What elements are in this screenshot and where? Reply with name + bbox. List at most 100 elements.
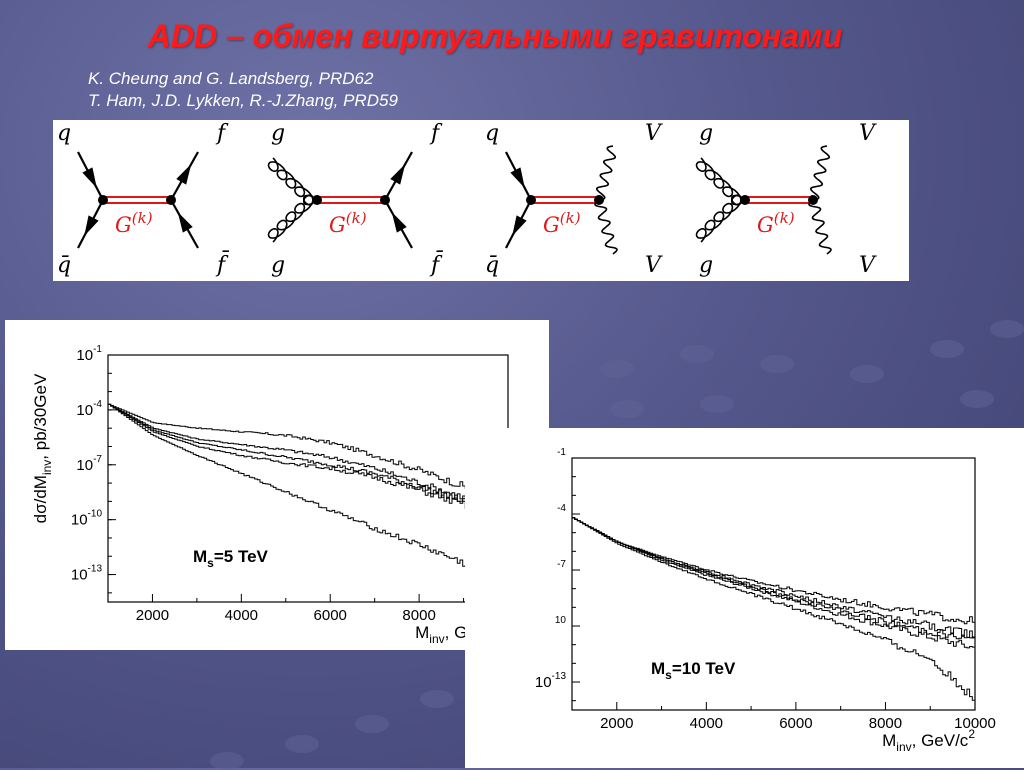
- series-line: [108, 403, 509, 508]
- boson-line: [596, 145, 616, 201]
- boson-line: [810, 145, 830, 201]
- graviton-label: G(k): [329, 209, 367, 237]
- series-line: [108, 403, 509, 595]
- vertex-dot: [740, 195, 750, 205]
- arrow-head: [177, 212, 193, 233]
- label-top-left: g: [699, 121, 713, 146]
- feynman-diagrams: G(k) q q̄ f f̄ G(k) g g f f̄ G(k) q q̄ V V G(k) g g V V: [53, 120, 909, 281]
- series-line: [108, 403, 509, 520]
- label-top-left: q: [485, 121, 499, 146]
- x-tick-label: 4000: [690, 715, 723, 732]
- background-dot: [600, 360, 634, 378]
- arrow-head: [510, 167, 525, 189]
- label-top-left: q: [57, 121, 71, 146]
- arrow-head: [390, 164, 406, 185]
- boson-line: [808, 199, 832, 255]
- y-tick-label: 10-4: [76, 399, 102, 419]
- label-bottom-right: V: [645, 253, 663, 278]
- x-tick-label: 2000: [136, 607, 169, 624]
- series-line: [572, 517, 976, 645]
- y-tick-label: -7: [557, 559, 566, 570]
- label-bottom-left: g: [699, 253, 713, 278]
- series-line: [572, 517, 976, 652]
- label-bottom-right: f̄: [215, 250, 230, 278]
- reference-1: K. Cheung and G. Landsberg, PRD62: [88, 69, 374, 88]
- vertex-dot: [166, 195, 176, 205]
- vertex-dot: [526, 195, 536, 205]
- label-top-right: V: [859, 121, 877, 146]
- gluon-line: [267, 157, 318, 206]
- background-dot: [760, 355, 794, 373]
- series-line: [572, 517, 976, 627]
- feynman-diagram: G(k) q q̄ f f̄: [53, 120, 267, 281]
- arrow-head: [391, 212, 407, 233]
- chart-ms10: 2000 4000 6000 8000 10000 -1 -4 -7 10 10-13 Minv, …: [535, 447, 996, 754]
- y-tick-label: 10-13: [71, 564, 103, 584]
- x-tick-label: 6000: [314, 607, 347, 624]
- y-tick-label: -4: [557, 503, 566, 514]
- chart-panel-ms10: 2000 4000 6000 8000 10000 -1 -4 -7 10 10-13 Minv, …: [465, 428, 1024, 768]
- vertex-dot: [594, 195, 604, 205]
- label-top-right: f: [215, 121, 229, 146]
- y-tick-label: 10-7: [76, 454, 102, 474]
- y-tick-label: -1: [557, 447, 566, 458]
- background-dot: [355, 715, 389, 733]
- slide-title: ADD – обмен виртуальными гравитонами: [147, 18, 843, 54]
- gluon-line: [695, 194, 746, 243]
- label-top-right: V: [645, 121, 663, 146]
- label-bottom-left: q̄: [57, 253, 71, 278]
- reference-2: T. Ham, J.D. Lykken, R.-J.Zhang, PRD59: [88, 91, 398, 110]
- x-tick-label: 4000: [225, 607, 258, 624]
- x-tick-label: 6000: [779, 715, 812, 732]
- vertex-dot: [312, 195, 322, 205]
- x-tick-label: 8000: [869, 715, 902, 732]
- series-line: [108, 403, 509, 525]
- y-tick-label: 10-1: [76, 344, 102, 364]
- background-dot: [610, 400, 644, 418]
- arrow-head: [82, 167, 97, 189]
- arrow-head: [512, 215, 527, 237]
- background-dot: [990, 320, 1024, 338]
- background-dot: [680, 345, 714, 363]
- y-tick-label: 10-13: [535, 671, 567, 691]
- label-bottom-right: f̄: [429, 250, 444, 278]
- series-line: [108, 403, 509, 520]
- graviton-label: G(k): [115, 209, 153, 237]
- background-dot: [930, 340, 964, 358]
- y-axis-title: dσ/dMinv, pb/30GeV: [31, 373, 54, 523]
- ms-annotation: Ms=10 TeV: [651, 659, 736, 682]
- graviton-label: G(k): [543, 209, 581, 237]
- background-dot: [210, 752, 244, 770]
- label-bottom-right: V: [859, 253, 877, 278]
- background-dot: [420, 690, 454, 708]
- graviton-label: G(k): [757, 209, 795, 237]
- x-axis-title: Minv, GeV/c2: [882, 727, 975, 754]
- boson-line: [594, 199, 618, 255]
- references: K. Cheung and G. Landsberg, PRD62 T. Ham…: [88, 68, 398, 112]
- series-line: [572, 517, 976, 640]
- feynman-diagram: G(k) g g V V: [695, 120, 909, 281]
- label-top-left: g: [271, 121, 285, 146]
- arrow-head: [84, 215, 99, 237]
- label-bottom-left: g: [271, 253, 285, 278]
- ms-annotation: Ms=5 TeV: [193, 547, 269, 570]
- vertex-dot: [380, 195, 390, 205]
- x-tick-label: 10000: [954, 715, 996, 732]
- label-top-right: f: [429, 121, 443, 146]
- background-dot: [285, 735, 319, 753]
- y-tick-label: 10-10: [71, 509, 103, 529]
- feynman-diagram: G(k) q q̄ V V: [481, 120, 695, 281]
- background-dot: [700, 395, 734, 413]
- background-dot: [960, 390, 994, 408]
- x-tick-label: 8000: [402, 607, 435, 624]
- vertex-dot: [98, 195, 108, 205]
- vertex-dot: [808, 195, 818, 205]
- feynman-diagram: G(k) g g f f̄: [267, 120, 481, 281]
- arrow-head: [176, 164, 192, 185]
- series-line: [572, 517, 976, 704]
- plot-frame: [571, 457, 976, 711]
- y-tick-label: 10: [555, 615, 567, 626]
- gluon-line: [695, 157, 746, 206]
- x-tick-label: 2000: [600, 715, 633, 732]
- label-bottom-left: q̄: [485, 253, 499, 278]
